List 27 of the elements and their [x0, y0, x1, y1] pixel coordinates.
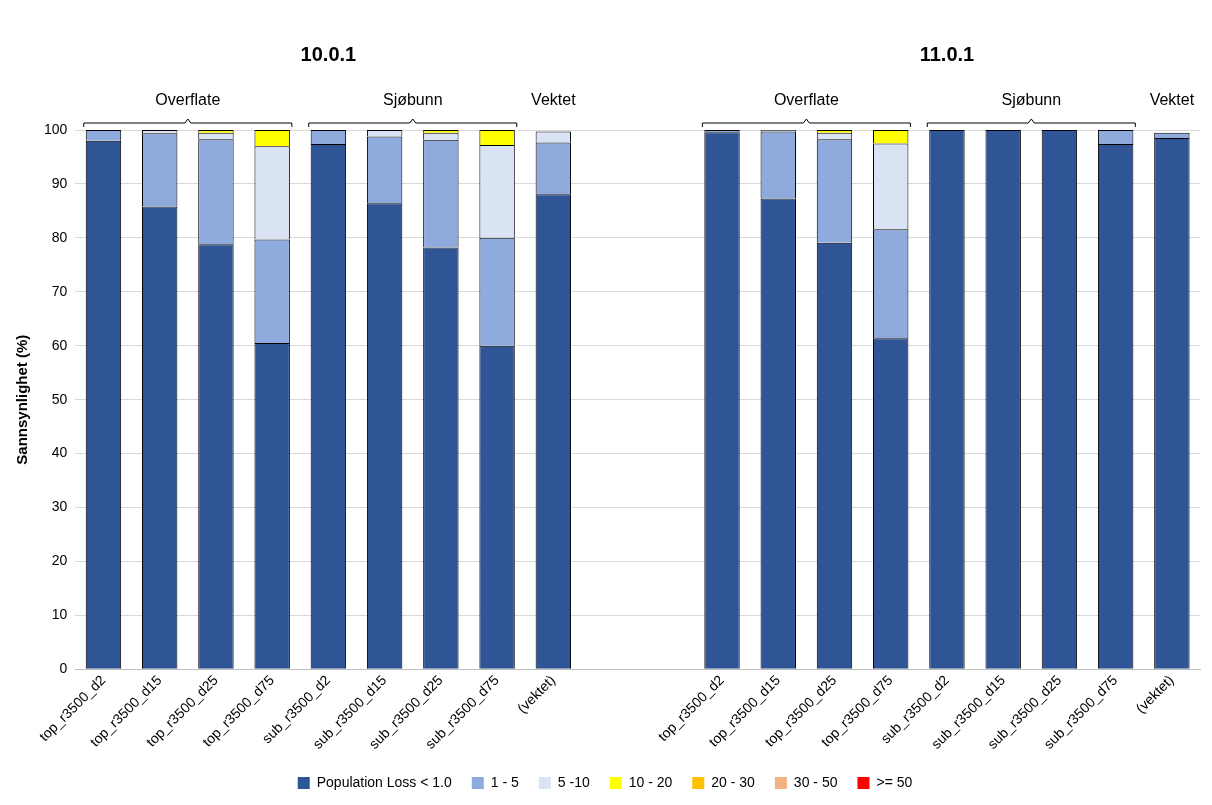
- legend-label: 1 - 5: [490, 773, 519, 790]
- y-tick-label: 60: [51, 336, 68, 353]
- text: 10.0.1: [300, 42, 357, 65]
- legend-label: 20 - 30: [711, 773, 756, 790]
- legend-label: 5 -10: [557, 773, 590, 790]
- text: Overflate: [155, 91, 221, 109]
- text: 11.0.1: [919, 42, 975, 65]
- text: Sjøbunn: [1001, 91, 1062, 109]
- legend-label: 10 - 20: [628, 773, 673, 790]
- text: Vektet: [1149, 91, 1195, 109]
- y-tick-label: 10: [51, 606, 68, 623]
- legend-label: Population Loss < 1.0: [316, 773, 452, 790]
- y-axis-title: Sannsynlighet (%): [13, 334, 31, 465]
- y-tick-label: 0: [59, 660, 68, 677]
- text: Sjøbunn: [382, 91, 443, 109]
- y-tick-label: 20: [51, 552, 68, 569]
- legend-label: >= 50: [876, 773, 913, 790]
- y-tick-label: 30: [51, 498, 68, 515]
- y-tick-label: 100: [44, 120, 68, 137]
- y-tick-label: 50: [51, 390, 68, 407]
- text: Vektet: [531, 91, 577, 109]
- y-tick-label: 90: [51, 174, 68, 191]
- y-tick-label: 70: [51, 282, 68, 299]
- legend-label: 30 - 50: [793, 773, 838, 790]
- text: Overflate: [773, 91, 839, 109]
- y-tick-label: 80: [51, 228, 68, 245]
- y-tick-label: 40: [51, 444, 68, 461]
